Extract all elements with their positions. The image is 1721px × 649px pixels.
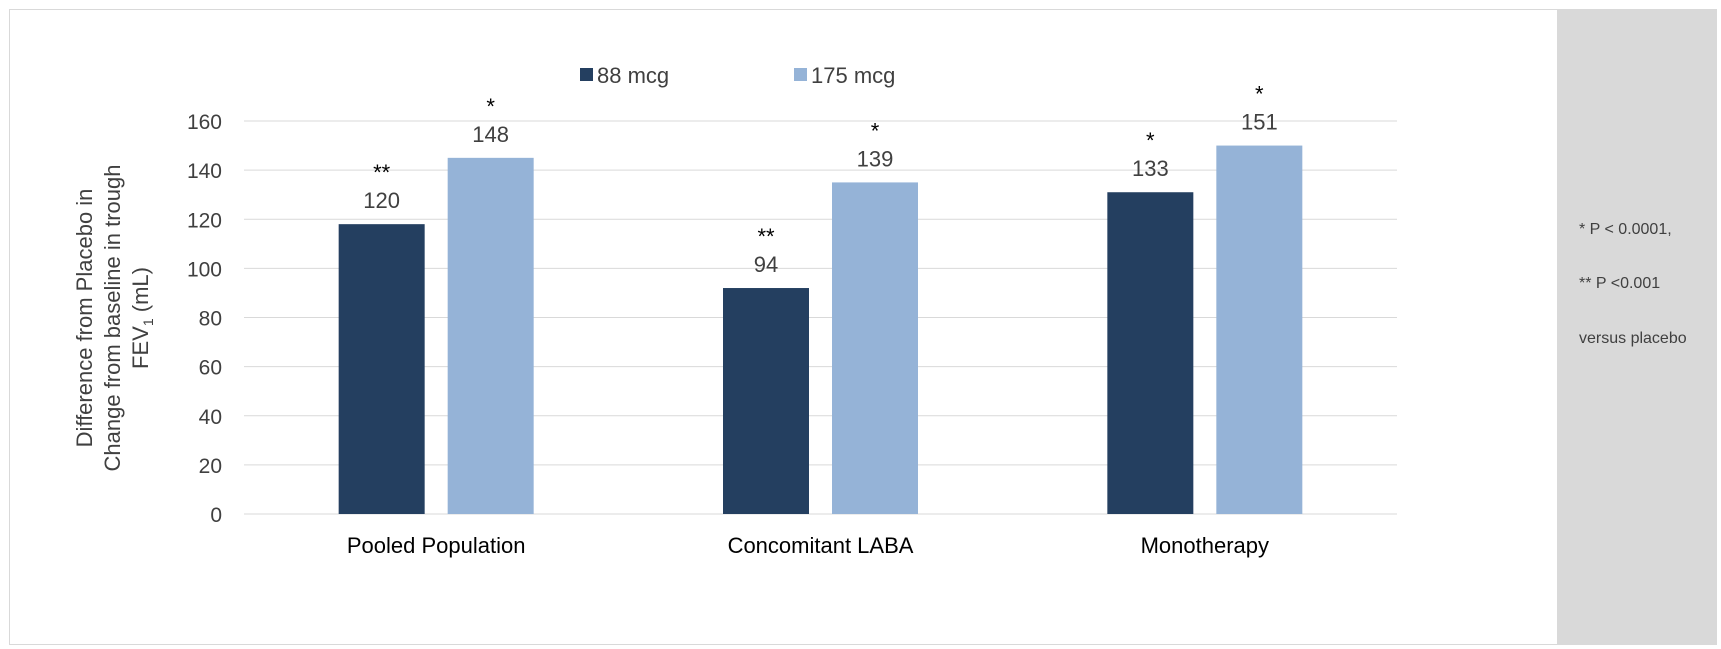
note-line-p0001: * P < 0.0001, (1579, 221, 1672, 238)
y-tick-label: 40 (199, 406, 222, 429)
significance-marker: * (871, 118, 880, 143)
legend-swatch (580, 68, 593, 81)
significance-note-panel: * P < 0.0001, ** P <0.001 versus placebo (1557, 9, 1717, 645)
y-axis-title-line: Change from baseline in trough (100, 165, 125, 472)
bar-series1 (1107, 192, 1194, 514)
y-tick-label: 0 (210, 504, 222, 527)
y-axis-title: Difference from Placebo in Change from ba… (72, 165, 156, 472)
note-line-p001: ** P <0.001 (1579, 275, 1661, 292)
data-label: 133 (1132, 156, 1169, 181)
y-axis-title-line: FEV1 (mL) (128, 267, 156, 369)
bar-series1 (338, 224, 425, 514)
significance-marker: ** (373, 160, 391, 185)
legend-swatch (794, 68, 807, 81)
legend-label: 175 mcg (811, 63, 895, 88)
significance-marker: * (1146, 128, 1155, 153)
data-label: 94 (754, 252, 778, 277)
y-tick-label: 20 (199, 455, 222, 478)
y-tick-label: 160 (187, 111, 222, 134)
x-category-label: Monotherapy (1141, 533, 1269, 558)
y-tick-label: 60 (199, 357, 222, 380)
y-tick-label: 80 (199, 308, 222, 331)
data-label: 148 (472, 122, 509, 147)
y-tick-label: 140 (187, 160, 222, 183)
bar-series2 (1216, 145, 1303, 514)
significance-marker: * (1255, 82, 1264, 107)
legend-label: 88 mcg (597, 63, 669, 88)
y-tick-label: 120 (187, 209, 222, 232)
data-label: 151 (1241, 110, 1278, 135)
bar-series2 (447, 157, 534, 514)
y-axis-title-line: Difference from Placebo in (72, 189, 97, 448)
y-tick-label: 100 (187, 258, 222, 281)
bar-series2 (832, 182, 918, 514)
note-line-versus-placebo: versus placebo (1579, 330, 1687, 347)
x-category-label: Pooled Population (347, 533, 526, 558)
significance-marker: ** (757, 224, 775, 249)
data-label: 120 (363, 188, 400, 213)
x-category-label: Concomitant LABA (728, 533, 914, 558)
bar-series1 (723, 288, 809, 514)
data-label: 139 (857, 146, 894, 171)
significance-marker: * (486, 94, 495, 119)
